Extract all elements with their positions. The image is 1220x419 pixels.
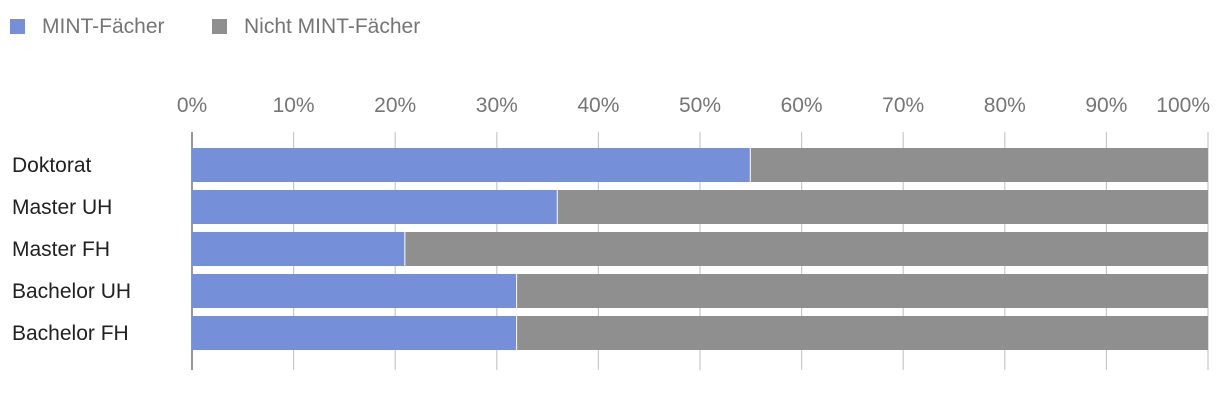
bar-mint <box>192 274 518 308</box>
x-tick-label: 50% <box>679 94 721 117</box>
x-tick-label: 10% <box>273 94 315 117</box>
x-axis-ticks: 0% 10% 20% 30% 40% 50% 60% 70% 80% 90% 100% <box>177 94 1210 117</box>
y-axis-categories: Doktorat Master UH Master FH Bachelor UH Bac… <box>12 154 131 345</box>
legend: MINT-Fächer Nicht MINT-Fächer <box>10 15 420 38</box>
bar-nicht-mint <box>517 316 1208 350</box>
legend-swatch <box>212 19 227 34</box>
bars <box>192 148 1208 350</box>
bar-mint <box>192 232 406 266</box>
legend-swatch <box>10 19 25 34</box>
x-tick-label: 70% <box>882 94 924 117</box>
legend-label: Nicht MINT-Fächer <box>244 15 420 38</box>
x-tick-label: 90% <box>1085 94 1127 117</box>
bar-nicht-mint <box>557 190 1208 224</box>
x-tick-label: 40% <box>577 94 619 117</box>
category-label: Bachelor UH <box>12 280 131 303</box>
category-label: Master FH <box>12 238 110 261</box>
bar-nicht-mint <box>517 274 1208 308</box>
category-label: Doktorat <box>12 154 92 177</box>
x-tick-label: 20% <box>374 94 416 117</box>
bar-nicht-mint <box>750 148 1208 182</box>
x-tick-label: 30% <box>476 94 518 117</box>
x-tick-label: 100% <box>1156 94 1210 117</box>
bar-mint <box>192 190 558 224</box>
x-tick-label: 0% <box>177 94 207 117</box>
legend-label: MINT-Fächer <box>42 15 165 38</box>
bar-nicht-mint <box>405 232 1208 266</box>
x-tick-label: 60% <box>781 94 823 117</box>
bar-mint <box>192 148 751 182</box>
category-label: Bachelor FH <box>12 322 129 345</box>
x-tick-label: 80% <box>984 94 1026 117</box>
bar-mint <box>192 316 518 350</box>
category-label: Master UH <box>12 196 112 219</box>
